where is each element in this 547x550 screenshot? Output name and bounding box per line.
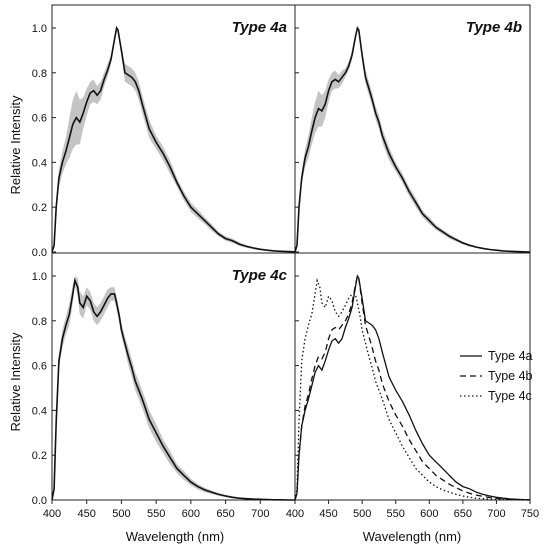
- panel-title: Type 4b: [466, 19, 522, 36]
- panel-3: Type 4c 0.0 0.2 0.4 0.6 0.8 1.0 400 450 500 550 600…: [32, 252, 296, 520]
- x-tick-label: 650: [454, 508, 472, 520]
- y-tick-label: 0.4: [32, 157, 47, 169]
- y-tick-label: 1.0: [32, 271, 47, 283]
- overlay-line-type4b: [294, 274, 531, 501]
- y-tick-label: 0.4: [32, 405, 47, 417]
- legend-label-type4b: Type 4b: [488, 369, 533, 383]
- y-tick-label: 0.0: [32, 247, 47, 259]
- panel-frame: [51, 4, 296, 254]
- y-tick-label: 0.6: [32, 113, 47, 125]
- y-axis-title-bottom: Relative Intensity: [8, 332, 23, 431]
- x-tick-label: 700: [487, 508, 505, 520]
- panel-4: Type 4a Type 4b Type 4c 400 450 500 550 600 650 7…: [286, 252, 539, 520]
- y-tick-label: 0.8: [32, 316, 47, 328]
- legend: Type 4a Type 4b Type 4c: [460, 349, 533, 403]
- y-tick-label: 0.2: [32, 202, 47, 214]
- panel-frame: [294, 4, 531, 254]
- y-tick-label: 0.0: [32, 495, 47, 507]
- x-tick-label: 450: [319, 508, 337, 520]
- y-axis-title-top: Relative Intensity: [8, 95, 23, 194]
- panel-title: Type 4a: [232, 19, 287, 36]
- x-axis-title-right: Wavelength (nm): [363, 529, 462, 544]
- x-tick-label: 600: [182, 508, 200, 520]
- x-tick-label: 500: [353, 508, 371, 520]
- overlay-line-type4a: [294, 274, 531, 501]
- legend-label-type4c: Type 4c: [488, 389, 532, 403]
- x-tick-label: 750: [521, 508, 539, 520]
- x-tick-label: 600: [420, 508, 438, 520]
- x-tick-label: 400: [286, 508, 304, 520]
- x-tick-label: 450: [78, 508, 96, 520]
- y-tick-label: 0.2: [32, 450, 47, 462]
- panel-1: Type 4a 0.0 0.2 0.4 0.6 0.8 1.0: [32, 4, 296, 259]
- x-tick-label: 550: [147, 508, 165, 520]
- legend-label-type4a: Type 4a: [488, 349, 533, 363]
- x-tick-label: 500: [112, 508, 130, 520]
- x-tick-label: 650: [216, 508, 234, 520]
- variance-band-type4c: [52, 276, 295, 500]
- x-tick-label: 700: [251, 508, 269, 520]
- y-tick-label: 0.6: [32, 361, 47, 373]
- variance-band-type4a: [52, 28, 295, 252]
- series-line-type4b: [294, 25, 531, 253]
- x-axis-title-left: Wavelength (nm): [126, 529, 225, 544]
- overlay-line-type4c: [294, 278, 530, 501]
- y-tick-label: 1.0: [32, 23, 47, 35]
- series-line-type4a: [51, 25, 296, 253]
- x-tick-label: 400: [43, 508, 61, 520]
- x-tick-label: 550: [387, 508, 405, 520]
- y-tick-label: 0.8: [32, 68, 47, 80]
- variance-band-type4b: [295, 28, 530, 252]
- panel-title: Type 4c: [232, 267, 288, 284]
- series-line-type4c: [51, 277, 295, 501]
- panel-frame: [294, 252, 531, 501]
- panel-2: Type 4b: [294, 4, 531, 254]
